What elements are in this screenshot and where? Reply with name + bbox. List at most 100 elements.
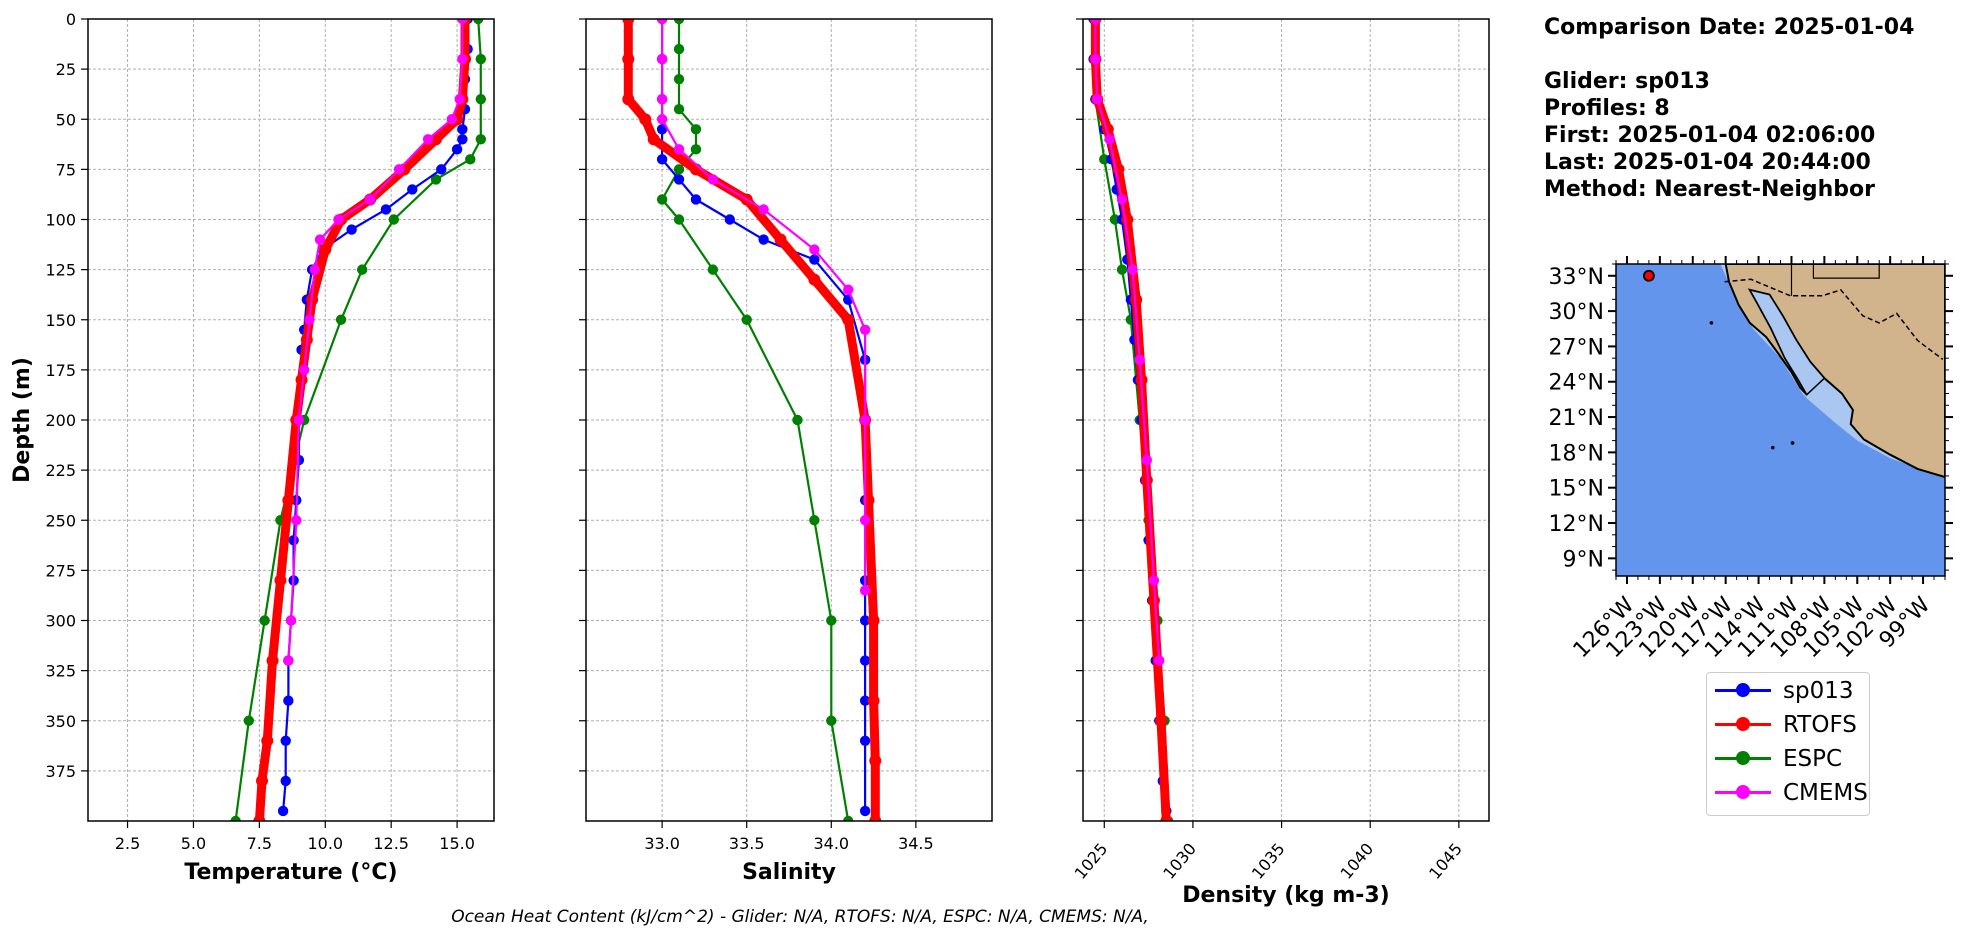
series-line-CMEMS <box>287 19 464 662</box>
data-point-CMEMS <box>859 585 871 596</box>
y-tick-label: 50 <box>56 110 76 129</box>
data-point-ESPC <box>1116 264 1128 275</box>
data-point-CMEMS <box>656 94 668 105</box>
data-point-sp013 <box>457 124 468 135</box>
data-point-CMEMS <box>843 284 854 295</box>
series-group <box>1088 19 1174 821</box>
legend-marker-icon <box>1736 683 1750 697</box>
state-border <box>1812 264 1880 279</box>
comparison-info: Comparison Date: 2025-01-04 Glider: sp013… <box>1544 14 1914 203</box>
x-axis-label: Salinity <box>742 860 836 885</box>
data-point-CMEMS <box>422 134 434 145</box>
y-tick-label: 225 <box>45 461 76 480</box>
data-point-sp013 <box>758 234 769 245</box>
data-point-sp013 <box>288 535 299 546</box>
x-axis-label: Density (kg m-3) <box>1182 883 1390 908</box>
data-point-sp013 <box>859 615 871 626</box>
data-point-ESPC <box>465 154 476 165</box>
lat-tick-label: 12°N <box>1549 512 1604 537</box>
first-time: First: 2025-01-04 02:06:00 <box>1544 123 1876 148</box>
lat-tick-label: 21°N <box>1549 406 1604 431</box>
y-tick-label: 100 <box>45 211 76 230</box>
data-point-CMEMS <box>859 515 871 526</box>
series-line-sp013 <box>660 19 867 813</box>
data-point-RTOFS <box>266 654 279 667</box>
data-point-CMEMS <box>291 515 302 526</box>
y-tick-label: 300 <box>45 612 76 631</box>
lat-tick-label: 27°N <box>1549 335 1604 360</box>
lat-tick-label: 24°N <box>1549 371 1604 396</box>
x-tick-label: 1045 <box>1425 839 1466 882</box>
data-point-CMEMS <box>1104 134 1115 145</box>
x-axis-label: Temperature (°C) <box>184 860 397 885</box>
axes-frame <box>1082 18 1490 822</box>
data-point-RTOFS <box>1140 474 1153 487</box>
data-point-RTOFS <box>647 133 660 146</box>
data-point-sp013 <box>724 214 735 225</box>
data-point-sp013 <box>380 204 392 215</box>
data-point-ESPC <box>809 515 820 526</box>
y-tick-label: 375 <box>45 762 76 781</box>
data-point-sp013 <box>859 735 871 746</box>
legend-item-espc: ESPC <box>1707 743 1869 777</box>
data-point-ESPC <box>472 19 484 25</box>
y-tick-label: 75 <box>56 160 76 179</box>
y-axis-label: Depth (m) <box>10 357 35 483</box>
x-tick-label: 34.0 <box>813 834 849 853</box>
legend-item-rtofs: RTOFS <box>1707 709 1869 743</box>
data-point-sp013 <box>673 174 685 185</box>
glider-location-marker <box>1643 269 1655 282</box>
y-tick-label: 175 <box>45 361 76 380</box>
data-point-ESPC <box>243 715 255 726</box>
data-point-ESPC <box>673 73 685 85</box>
data-point-ESPC <box>690 124 702 135</box>
data-point-CMEMS <box>1091 94 1103 105</box>
data-point-ESPC <box>741 314 752 325</box>
series-line-ESPC <box>660 19 850 821</box>
panel-salinity: 33.0 33.5 34.0 34.5 Salinity <box>579 18 993 885</box>
data-point-RTOFS <box>842 313 855 326</box>
data-point-ESPC <box>388 214 400 225</box>
x-tick-label: 15.0 <box>439 834 475 853</box>
x-tick-label: 33.5 <box>729 834 765 853</box>
data-point-CMEMS <box>656 19 668 25</box>
legend-item-cmems: CMEMS <box>1707 777 1869 811</box>
x-tick-label: 10.0 <box>307 834 343 853</box>
data-point-CMEMS <box>1116 194 1128 205</box>
x-tick-label: 34.5 <box>898 834 934 853</box>
data-point-CMEMS <box>656 114 668 125</box>
y-tick-label: 325 <box>45 662 76 681</box>
data-point-CMEMS <box>656 53 668 65</box>
data-point-CMEMS <box>457 19 468 25</box>
y-tick-label: 275 <box>45 561 76 580</box>
data-point-ESPC <box>656 194 668 205</box>
data-point-RTOFS <box>622 93 635 106</box>
data-point-ESPC <box>475 53 487 65</box>
island <box>1771 445 1775 450</box>
data-point-sp013 <box>346 224 357 235</box>
data-point-CMEMS <box>314 234 326 245</box>
gulf-of-california <box>1748 288 1826 396</box>
data-point-CMEMS <box>454 94 465 105</box>
data-point-sp013 <box>859 655 871 666</box>
x-tick-label: 5.0 <box>181 834 206 853</box>
island <box>1709 321 1714 325</box>
data-point-ESPC <box>673 164 685 175</box>
data-point-RTOFS <box>1147 594 1160 607</box>
country-border <box>1724 278 1944 360</box>
ohc-footer: Ocean Heat Content (kJ/cm^2) - Glider: N… <box>451 907 1149 927</box>
data-point-ESPC <box>826 615 837 626</box>
x-tick-label: 1035 <box>1248 839 1289 882</box>
data-point-RTOFS <box>867 614 880 627</box>
data-point-sp013 <box>809 254 820 265</box>
data-point-CMEMS <box>1127 264 1138 275</box>
data-point-ESPC <box>475 134 487 145</box>
data-point-RTOFS <box>808 273 821 286</box>
lat-tick-label: 30°N <box>1549 300 1604 325</box>
data-point-CMEMS <box>393 164 405 175</box>
data-point-RTOFS <box>1130 293 1143 306</box>
data-point-sp013 <box>656 154 668 165</box>
series-line-RTOFS <box>623 19 880 821</box>
x-tick-label: 1030 <box>1159 839 1200 882</box>
